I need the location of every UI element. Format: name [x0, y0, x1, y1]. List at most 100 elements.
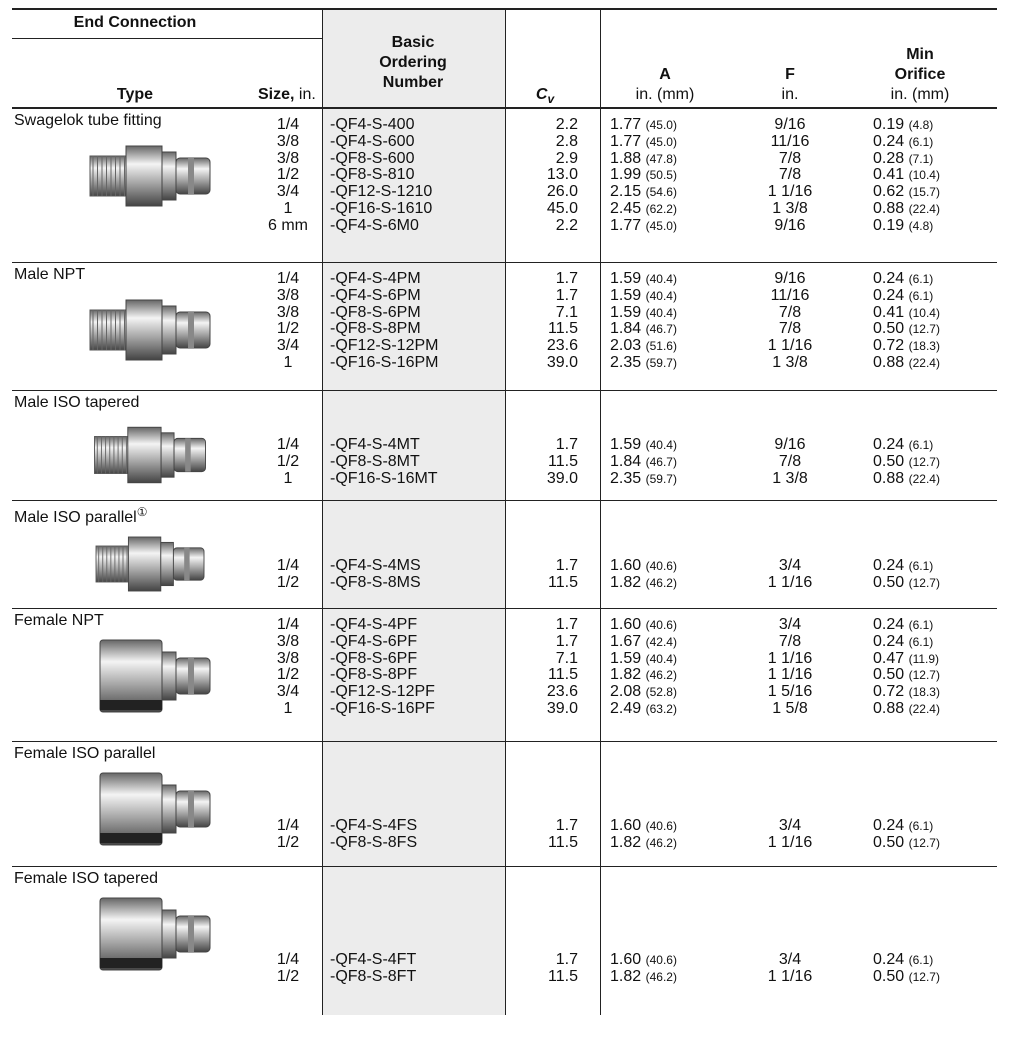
- orifice-in: 0.88 (22.4): [873, 700, 940, 717]
- header-a-unit: in. (mm): [635, 86, 695, 103]
- header-f-unit: in.: [781, 86, 799, 103]
- ordering-number: -QF4-S-6M0: [330, 216, 419, 234]
- orifice-in: 0.41 (10.4): [873, 166, 940, 184]
- a-mm: (59.7): [645, 471, 677, 486]
- a-mm: (42.4): [645, 634, 677, 649]
- f: 3/4: [778, 817, 802, 834]
- size: 3/4: [276, 183, 300, 201]
- f: 7/8: [778, 303, 802, 321]
- orifice-mm: (6.1): [908, 438, 934, 452]
- size: 1/4: [276, 817, 300, 834]
- a-mm: (47.8): [645, 151, 677, 166]
- header-cv-sub: v: [547, 92, 555, 106]
- type-label: Swagelok tube fitting: [14, 112, 162, 129]
- orifice-mm: (10.4): [908, 305, 940, 320]
- a-in: 1.59 (40.4): [610, 303, 677, 321]
- a-mm: (54.6): [645, 185, 677, 200]
- cv: 2.8: [555, 132, 578, 150]
- cv: 11.5: [548, 833, 578, 851]
- rule: [322, 9, 323, 1015]
- size: 1/2: [276, 452, 300, 470]
- size: 3/8: [276, 649, 300, 667]
- fitting-image: [89, 299, 211, 361]
- header-ordering: Number: [382, 74, 444, 91]
- a-in: 1.59 (40.4): [610, 649, 677, 667]
- ordering-number: -QF16-S-16PM: [330, 354, 439, 371]
- orifice-in: 0.41 (10.4): [873, 303, 940, 321]
- orifice-mm: (22.4): [908, 471, 940, 486]
- ordering-number: -QF4-S-6PM: [330, 286, 421, 304]
- ordering-number: -QF8-S-8FT: [330, 967, 417, 985]
- f: 1 1/16: [767, 833, 813, 851]
- a-in: 1.60 (40.6): [610, 616, 677, 633]
- size: 1: [283, 700, 293, 717]
- a-in: 2.03 (51.6): [610, 337, 677, 355]
- size: 3/8: [276, 303, 300, 321]
- header-cv: Cv: [535, 86, 555, 106]
- header-type: Type: [116, 86, 154, 103]
- f: 1 1/16: [767, 183, 813, 201]
- ordering-number: -QF4-S-600: [330, 132, 415, 150]
- size: 1/2: [276, 666, 300, 684]
- header-size: Size, in.: [258, 86, 316, 103]
- a-mm: (50.5): [645, 168, 677, 183]
- a-in: 1.60 (40.6): [610, 951, 677, 968]
- f: 1 5/16: [767, 683, 813, 701]
- size: 1/4: [276, 436, 300, 453]
- orifice-mm: (12.7): [908, 835, 940, 850]
- ordering-number: -QF8-S-600: [330, 149, 415, 167]
- type-label: Male NPT: [14, 266, 86, 283]
- orifice-mm: (22.4): [908, 202, 940, 216]
- a-mm: (46.2): [645, 969, 677, 984]
- f: 1 1/16: [767, 337, 813, 355]
- rule: [12, 107, 997, 109]
- ordering-number: -QF4-S-4PM: [330, 270, 421, 287]
- a-mm: (40.4): [645, 305, 677, 320]
- size: 3/8: [276, 149, 300, 167]
- cv: 11.5: [548, 967, 578, 985]
- orifice-mm: (12.7): [908, 575, 940, 590]
- a-mm: (46.2): [645, 835, 677, 850]
- orifice-in: 0.24 (6.1): [873, 436, 934, 453]
- header-ordering: Basic: [391, 34, 435, 51]
- cv: 2.2: [555, 216, 578, 234]
- orifice-mm: (4.8): [908, 118, 934, 132]
- ordering-number: -QF8-S-810: [330, 166, 415, 184]
- size: 1/2: [276, 320, 300, 338]
- orifice-mm: (12.7): [908, 454, 940, 469]
- cv: 7.1: [555, 649, 578, 667]
- footnote-mark: ①: [136, 505, 148, 519]
- orifice-in: 0.50 (12.7): [873, 452, 940, 470]
- a-in: 1.59 (40.4): [610, 270, 677, 287]
- f: 1 5/8: [772, 700, 808, 717]
- orifice-in: 0.24 (6.1): [873, 557, 934, 574]
- header-orifice-unit: in. (mm): [890, 86, 950, 103]
- rule: [12, 8, 997, 10]
- orifice-mm: (15.7): [908, 185, 940, 200]
- f: 1 1/16: [767, 649, 813, 667]
- header-ordering: Ordering: [379, 54, 447, 71]
- ordering-number: -QF4-S-6PF: [330, 632, 418, 650]
- ordering-number: -QF4-S-4FT: [330, 951, 417, 968]
- cv: 1.7: [555, 557, 578, 574]
- orifice-in: 0.50 (12.7): [873, 573, 940, 591]
- fitting-image: [99, 772, 211, 846]
- header-orifice: Min: [906, 46, 934, 63]
- a-in: 1.84 (46.7): [610, 452, 677, 470]
- cv: 1.7: [555, 632, 578, 650]
- size: 3/8: [276, 286, 300, 304]
- a-in: 1.88 (47.8): [610, 149, 677, 167]
- f: 7/8: [778, 149, 802, 167]
- ordering-number: -QF8-S-8FS: [330, 833, 418, 851]
- orifice-in: 0.88 (22.4): [873, 200, 940, 217]
- a-in: 2.49 (63.2): [610, 700, 677, 717]
- orifice-mm: (6.1): [908, 618, 934, 632]
- rule: [12, 262, 997, 263]
- f: 3/4: [778, 616, 802, 633]
- ordering-number: -QF4-S-4MT: [330, 436, 420, 453]
- a-in: 1.82 (46.2): [610, 573, 677, 591]
- ordering-number: -QF12-S-12PM: [330, 337, 439, 355]
- orifice-mm: (4.8): [908, 218, 934, 233]
- orifice-mm: (22.4): [908, 702, 940, 716]
